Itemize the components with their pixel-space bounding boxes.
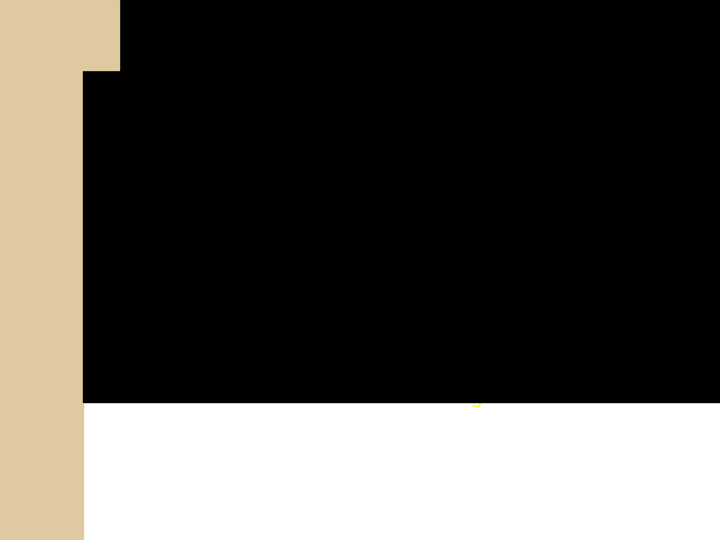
- Text: transfer of genetic material: transfer of genetic material: [361, 389, 634, 407]
- Text: (singular: pilus) are cellular appendages on bacterial cell shorter: (singular: pilus) are cellular appendage…: [160, 345, 720, 363]
- Text: than flagella used for: than flagella used for: [143, 389, 361, 407]
- Text: to several micrometers in length. distributed over cell surface, fine: to several micrometers in length. distri…: [143, 256, 720, 274]
- Text: Pili: Pili: [128, 345, 160, 363]
- Text: 17.: 17.: [86, 124, 117, 141]
- Text: to contact surfaces.: to contact surfaces.: [256, 168, 457, 186]
- Text: in diameter and up: in diameter and up: [623, 35, 720, 53]
- Text: 19.: 19.: [86, 345, 117, 363]
- Text: to: to: [143, 79, 168, 97]
- Text: - fine filaments of protein, just 2-10 nm in diameter and up: - fine filaments of protein, just 2-10 n…: [217, 212, 720, 230]
- Text: hairs when seen under the electron microscope.: hairs when seen under the electron micro…: [143, 301, 621, 319]
- Text: 18.: 18.: [86, 212, 117, 230]
- Text: Flagella: Flagella: [128, 35, 207, 53]
- Text: between bacterial: between bacterial: [634, 389, 720, 407]
- Text: 20 μm in length,: 20 μm in length,: [168, 79, 331, 97]
- Text: 20 nm: 20 nm: [561, 35, 623, 53]
- Text: - Appendages on bacterial cell shorter than pili used for: - Appendages on bacterial cell shorter t…: [217, 124, 720, 141]
- Text: attachment: attachment: [143, 168, 256, 186]
- Text: Fimbriae: Fimbriae: [128, 124, 217, 141]
- Text: are rigid protein structures, about: are rigid protein structures, about: [207, 35, 561, 53]
- Text: 16.: 16.: [86, 35, 117, 53]
- Text: cells in a process called conjugation.: cells in a process called conjugation.: [143, 434, 508, 451]
- Text: Fimbriae: Fimbriae: [128, 212, 217, 230]
